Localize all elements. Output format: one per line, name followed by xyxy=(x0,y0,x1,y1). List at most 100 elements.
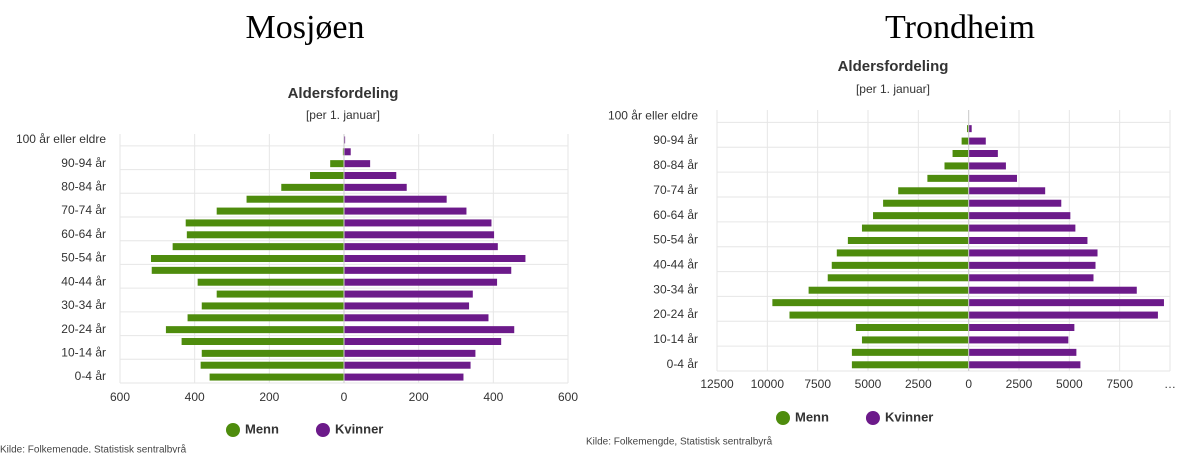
y-tick-label: 50-54 år xyxy=(653,233,698,247)
bar xyxy=(197,278,344,286)
bar xyxy=(847,237,969,244)
bar xyxy=(344,302,470,310)
bar xyxy=(968,125,972,133)
y-tick-label: 0-4 år xyxy=(75,369,106,383)
bar xyxy=(898,187,969,195)
bar xyxy=(968,299,1164,307)
x-tick-label: 200 xyxy=(409,390,429,404)
x-tick-label: 0 xyxy=(965,377,972,391)
bar xyxy=(851,361,969,369)
bar xyxy=(344,373,464,381)
bar xyxy=(851,348,969,356)
y-tick-label: 40-44 år xyxy=(653,258,698,272)
bar xyxy=(200,361,344,369)
bar xyxy=(344,136,346,144)
legend-marker xyxy=(776,411,790,425)
city-header: Mosjøen xyxy=(246,9,365,46)
x-tick-label: 5000 xyxy=(855,377,882,391)
x-tick-label: 12500 xyxy=(700,377,734,391)
bar xyxy=(968,199,1062,207)
source-note: Kilde: Folkemengde, Statistisk sentralby… xyxy=(0,444,187,453)
bar xyxy=(883,199,969,207)
x-tick-label: 10000 xyxy=(751,377,785,391)
x-tick-label: 7500 xyxy=(804,377,831,391)
source-note: Kilde: Folkemengde, Statistisk sentralby… xyxy=(586,436,773,448)
y-tick-label: 90-94 år xyxy=(61,156,106,170)
bar xyxy=(344,195,447,203)
bar xyxy=(344,361,471,369)
bar xyxy=(344,338,502,345)
bar xyxy=(344,172,397,179)
bar xyxy=(831,261,969,269)
bar xyxy=(772,299,969,307)
y-tick-label: 20-24 år xyxy=(653,307,698,321)
bar xyxy=(968,212,1071,220)
y-tick-label: 60-64 år xyxy=(653,208,698,222)
y-tick-label: 0-4 år xyxy=(667,357,698,371)
legend-label: Kvinner xyxy=(335,421,383,436)
x-tick-label: … xyxy=(1164,377,1176,391)
x-tick-label: 2500 xyxy=(905,377,932,391)
legend-label: Menn xyxy=(795,409,829,424)
y-tick-label: 50-54 år xyxy=(61,251,106,265)
x-tick-label: 600 xyxy=(110,390,130,404)
bar xyxy=(344,183,407,191)
bar xyxy=(151,266,344,274)
bar xyxy=(952,150,969,157)
bar xyxy=(172,243,344,251)
chart-subtitle: [per 1. januar] xyxy=(856,82,930,96)
bar xyxy=(344,219,492,227)
legend-marker xyxy=(865,411,880,425)
y-tick-label: 70-74 år xyxy=(61,203,106,217)
bar xyxy=(968,137,986,145)
bar xyxy=(310,172,344,179)
bar xyxy=(968,324,1075,331)
y-tick-label: 30-34 år xyxy=(653,282,698,296)
bar xyxy=(344,231,495,239)
bar xyxy=(344,207,467,215)
city-header: Trondheim xyxy=(885,9,1035,46)
bar xyxy=(855,324,969,331)
bar xyxy=(344,255,526,262)
chart-subtitle: [per 1. januar] xyxy=(306,108,380,122)
bar xyxy=(968,274,1094,282)
bar xyxy=(968,286,1137,294)
y-tick-label: 90-94 år xyxy=(653,133,698,147)
bar xyxy=(344,266,512,274)
x-tick-label: 0 xyxy=(341,390,348,404)
legend-label: Menn xyxy=(245,421,279,436)
bar xyxy=(209,373,344,381)
y-tick-label: 20-24 år xyxy=(61,322,106,336)
bar xyxy=(968,174,1017,182)
bar xyxy=(861,224,969,232)
bar xyxy=(342,148,344,156)
x-tick-label: 400 xyxy=(483,390,503,404)
bar xyxy=(861,336,969,344)
bar xyxy=(789,311,969,319)
legend-marker xyxy=(226,423,240,437)
bar xyxy=(967,125,969,133)
y-tick-label: 10-14 år xyxy=(653,332,698,346)
bar xyxy=(186,231,344,239)
bar xyxy=(165,326,344,334)
bar xyxy=(185,219,344,227)
bar xyxy=(808,286,969,294)
bar xyxy=(281,183,344,191)
bar xyxy=(968,311,1158,319)
x-tick-label: 600 xyxy=(558,390,578,404)
y-tick-label: 80-84 år xyxy=(61,180,106,194)
bar xyxy=(344,290,473,298)
x-tick-label: 200 xyxy=(259,390,279,404)
bar xyxy=(968,237,1088,244)
y-tick-label: 10-14 år xyxy=(61,346,106,360)
bar xyxy=(968,348,1077,356)
bar xyxy=(968,187,1046,195)
y-tick-label: 30-34 år xyxy=(61,298,106,312)
y-tick-label: 100 år eller eldre xyxy=(16,132,106,146)
bar xyxy=(968,150,998,157)
bar xyxy=(968,224,1076,232)
bar xyxy=(344,326,515,334)
bar xyxy=(968,261,1096,269)
bar xyxy=(968,336,1069,344)
